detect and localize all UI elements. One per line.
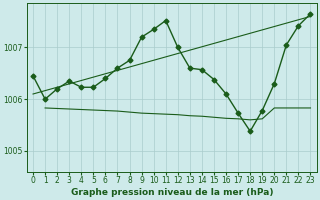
X-axis label: Graphe pression niveau de la mer (hPa): Graphe pression niveau de la mer (hPa) (70, 188, 273, 197)
